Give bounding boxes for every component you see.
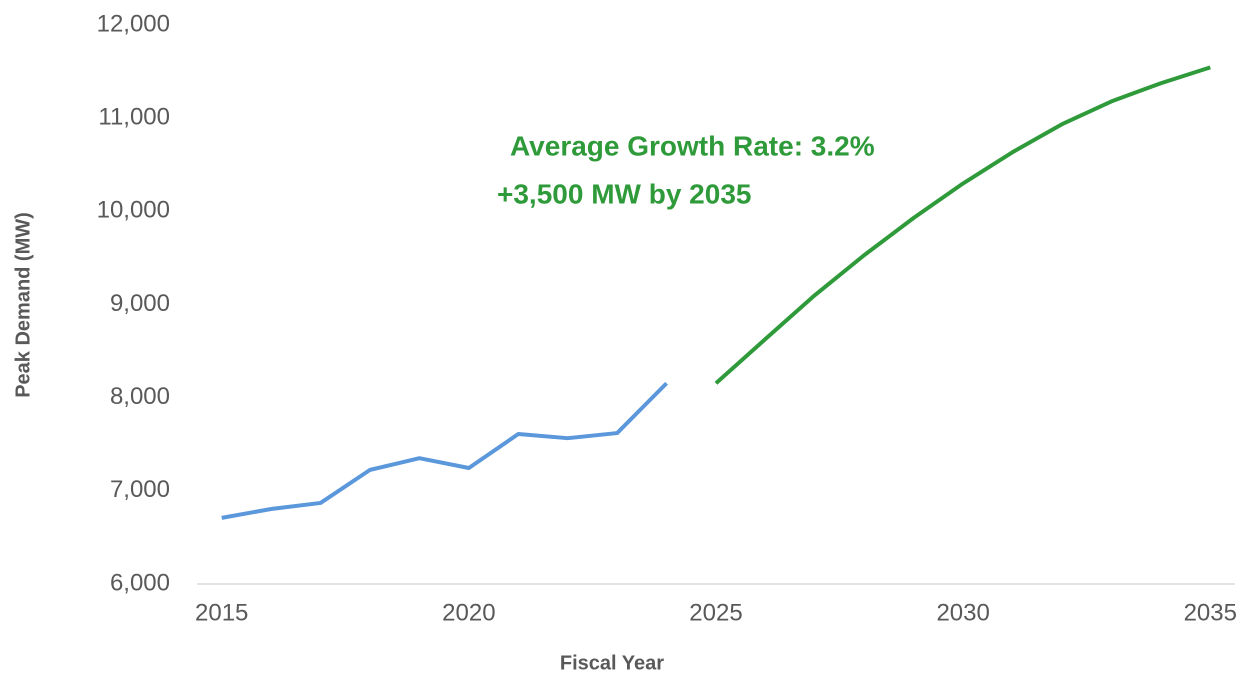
x-tick-label: 2030 xyxy=(936,599,989,626)
annotation: +3,500 MW by 2035 xyxy=(497,178,751,209)
series-line xyxy=(221,381,668,520)
y-tick-label: 9,000 xyxy=(110,290,170,317)
y-tick-label: 10,000 xyxy=(97,197,170,224)
x-tick-label: 2025 xyxy=(689,599,742,626)
series-line xyxy=(714,65,1211,385)
y-tick-label: 8,000 xyxy=(110,383,170,410)
x-tick-label: 2035 xyxy=(1184,599,1237,626)
y-tick-label: 11,000 xyxy=(98,104,170,131)
x-axis-title: Fiscal Year xyxy=(560,652,664,674)
x-tick-label: 2020 xyxy=(442,599,495,626)
y-tick-label: 7,000 xyxy=(110,476,170,503)
x-tick-label: 2015 xyxy=(195,599,248,626)
y-tick-label: 6,000 xyxy=(110,569,170,596)
y-axis-title: Peak Demand (MW) xyxy=(12,212,34,398)
y-tick-label: 12,000 xyxy=(97,10,170,37)
annotation: Average Growth Rate: 3.2% xyxy=(510,130,875,161)
